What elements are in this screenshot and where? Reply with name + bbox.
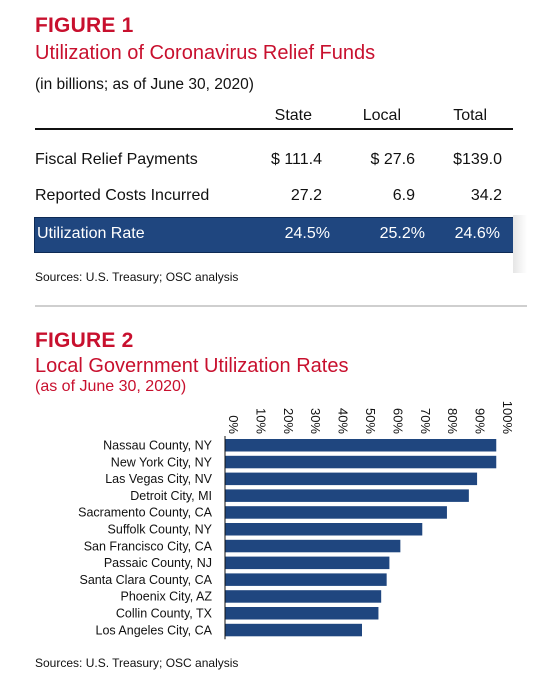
col-header-state: State	[274, 107, 312, 124]
row-shadow	[513, 215, 527, 273]
x-tick-label: 60%	[390, 408, 405, 434]
x-tick-label: 0%	[226, 415, 241, 434]
col-header-local: Local	[362, 107, 401, 124]
x-tick-label: 40%	[336, 408, 351, 434]
col-header-total: Total	[453, 107, 487, 124]
cell-state: 27.2	[290, 187, 322, 204]
figure1-label: FIGURE 1	[35, 14, 134, 37]
bar	[225, 607, 379, 620]
bar	[225, 506, 447, 519]
x-tick-label: 20%	[281, 408, 296, 434]
category-label: Los Angeles City, CA	[96, 623, 213, 637]
category-label: Detroit City, MI	[130, 489, 212, 503]
cell-local: 25.2%	[379, 225, 425, 242]
figure2-subtitle: (as of June 30, 2020)	[35, 378, 187, 395]
cell-state: $ 111.4	[270, 151, 322, 168]
cell-local: $ 27.6	[370, 151, 415, 168]
x-tick-label: 80%	[445, 408, 460, 434]
category-label: Passaic County, NJ	[104, 556, 212, 570]
x-tick-label: 50%	[363, 408, 378, 434]
bar	[225, 472, 478, 486]
x-tick-label: 10%	[253, 408, 268, 434]
cell-total: $139.0	[453, 151, 502, 168]
bar	[225, 573, 387, 586]
category-label: Suffolk County, NY	[108, 523, 213, 537]
figure2-source: Sources: U.S. Treasury; OSC analysis	[35, 656, 239, 670]
category-label: Collin County, TX	[116, 607, 213, 621]
x-tick-label: 30%	[308, 408, 323, 434]
x-tick-label: 100%	[500, 401, 515, 435]
bar	[225, 590, 382, 603]
category-label: Santa Clara County, CA	[80, 573, 213, 587]
row-label: Reported Costs Incurred	[35, 187, 210, 204]
category-label: Las Vegas City, NV	[105, 472, 212, 486]
bar	[225, 439, 497, 452]
bar	[225, 556, 390, 570]
bar	[225, 455, 497, 469]
category-label: Phoenix City, AZ	[121, 590, 213, 604]
x-tick-label: 90%	[473, 408, 488, 434]
category-label: Sacramento County, CA	[78, 506, 213, 520]
table-row: Fiscal Relief Payments $ 111.4 $ 27.6 $1…	[35, 151, 513, 175]
bar	[225, 539, 401, 553]
utilization-row: Utilization Rate 24.5% 25.2% 24.6%	[34, 217, 514, 253]
figure1-source: Sources: U.S. Treasury; OSC analysis	[35, 270, 239, 284]
section-divider	[35, 305, 527, 307]
category-label: New York City, NY	[111, 455, 213, 469]
bar	[225, 489, 469, 502]
figure2-label: FIGURE 2	[35, 329, 134, 352]
table-row: Reported Costs Incurred 27.2 6.9 34.2	[35, 187, 513, 211]
cell-state: 24.5%	[284, 225, 330, 242]
row-label: Utilization Rate	[37, 225, 145, 242]
cell-total: 24.6%	[454, 225, 500, 242]
bar	[225, 623, 362, 637]
figure1-title: Utilization of Coronavirus Relief Funds	[35, 42, 376, 64]
header-rule	[35, 128, 513, 130]
category-label: San Francisco City, CA	[84, 539, 213, 553]
cell-total: 34.2	[470, 187, 502, 204]
figure2-title: Local Government Utilization Rates	[35, 355, 349, 377]
figure1-subtitle: (in billions; as of June 30, 2020)	[35, 76, 254, 93]
row-label: Fiscal Relief Payments	[35, 151, 198, 168]
category-label: Nassau County, NY	[103, 439, 213, 453]
bar	[225, 523, 423, 536]
cell-local: 6.9	[392, 187, 415, 204]
x-tick-label: 70%	[418, 408, 433, 434]
